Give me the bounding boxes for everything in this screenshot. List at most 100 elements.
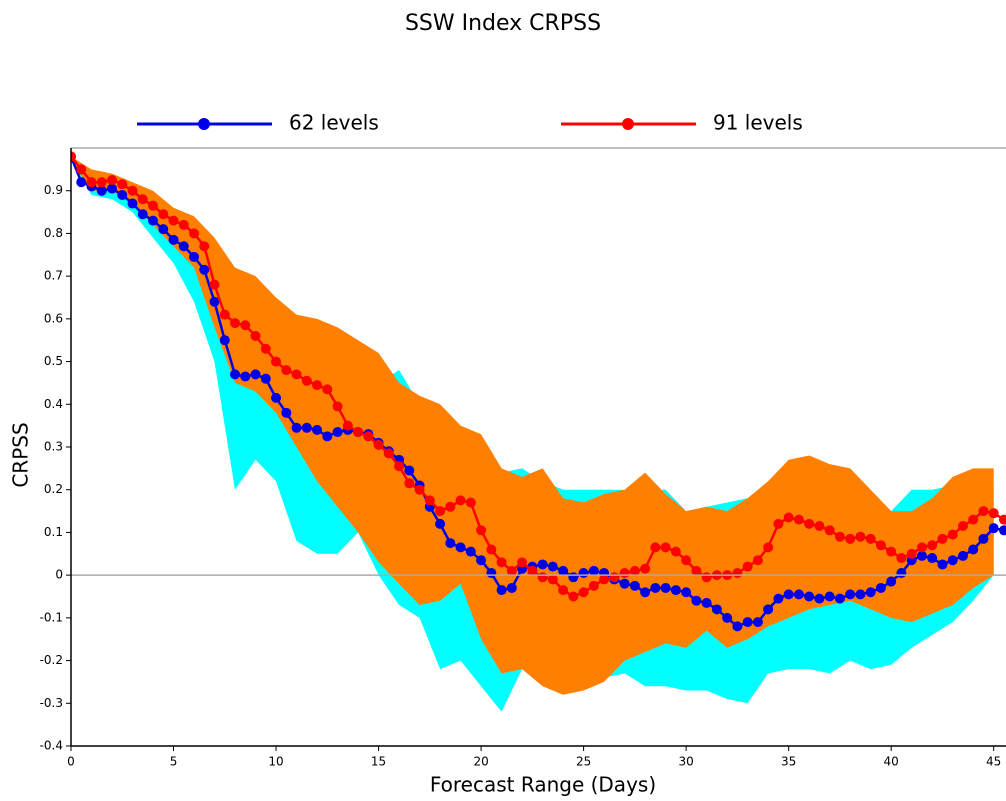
- series-marker: [517, 557, 528, 568]
- series-marker: [957, 521, 968, 532]
- x-tick-label: 45: [986, 755, 1001, 769]
- x-tick-label: 5: [170, 755, 178, 769]
- series-marker: [834, 593, 845, 604]
- series-marker: [875, 582, 886, 593]
- series-marker: [947, 555, 958, 566]
- series-marker: [455, 542, 466, 553]
- legend-marker: [198, 118, 210, 130]
- series-marker: [537, 572, 548, 583]
- series-marker: [209, 296, 220, 307]
- series-marker: [957, 550, 968, 561]
- series-marker: [742, 561, 753, 572]
- y-tick-label: 0.2: [44, 482, 63, 496]
- series-marker: [219, 335, 230, 346]
- series-marker: [732, 568, 743, 579]
- series-marker: [804, 518, 815, 529]
- series-marker: [814, 521, 825, 532]
- series-marker: [773, 593, 784, 604]
- series-marker: [260, 373, 271, 384]
- series-marker: [435, 506, 446, 517]
- series-marker: [547, 574, 558, 585]
- series-marker: [824, 591, 835, 602]
- series-marker: [476, 555, 487, 566]
- series-marker: [353, 427, 364, 438]
- series-marker: [189, 228, 200, 239]
- series-marker: [824, 525, 835, 536]
- series-marker: [86, 177, 97, 188]
- series-marker: [804, 591, 815, 602]
- series-marker: [640, 587, 651, 598]
- series-marker: [219, 309, 230, 320]
- series-marker: [496, 585, 507, 596]
- series-marker: [588, 580, 599, 591]
- x-axis-label: Forecast Range (Days): [430, 773, 656, 797]
- series-marker: [271, 356, 282, 367]
- y-tick-label: 0: [55, 568, 63, 582]
- series-marker: [527, 565, 538, 576]
- series-marker: [783, 589, 794, 600]
- series-marker: [752, 555, 763, 566]
- x-tick-label: 35: [781, 755, 796, 769]
- plot-area: [71, 151, 1006, 712]
- x-tick-label: 10: [268, 755, 283, 769]
- series-marker: [681, 555, 692, 566]
- series-marker: [476, 525, 487, 536]
- legend-label: 62 levels: [289, 111, 379, 135]
- series-marker: [127, 185, 138, 196]
- series-marker: [76, 164, 87, 175]
- x-tick-label: 0: [67, 755, 75, 769]
- series-marker: [240, 320, 251, 331]
- series-marker: [916, 550, 927, 561]
- series-marker: [107, 175, 118, 186]
- y-tick-label: 0.6: [44, 311, 63, 325]
- series-marker: [722, 612, 733, 623]
- series-marker: [906, 548, 917, 559]
- series-marker: [834, 531, 845, 542]
- series-marker: [506, 582, 517, 593]
- series-marker: [404, 465, 415, 476]
- series-marker: [301, 422, 312, 433]
- series-marker: [998, 514, 1006, 525]
- series-marker: [250, 330, 261, 341]
- series-marker: [640, 563, 651, 574]
- series-marker: [763, 542, 774, 553]
- series-marker: [691, 595, 702, 606]
- series-marker: [148, 215, 159, 226]
- y-axis-label: CRPSS: [9, 422, 33, 487]
- series-marker: [701, 597, 712, 608]
- series-marker: [322, 431, 333, 442]
- series-marker: [486, 544, 497, 555]
- series-marker: [988, 523, 999, 534]
- series-marker: [865, 533, 876, 544]
- legend-label: 91 levels: [713, 111, 803, 135]
- series-marker: [158, 209, 169, 220]
- y-tick-label: 0.5: [44, 354, 63, 368]
- series-marker: [670, 546, 681, 557]
- series-marker: [117, 179, 128, 190]
- series-marker: [312, 380, 323, 391]
- series-marker: [332, 401, 343, 412]
- series-marker: [158, 224, 169, 235]
- series-marker: [845, 589, 856, 600]
- series-marker: [486, 568, 497, 579]
- series-marker: [506, 565, 517, 576]
- y-tick-label: -0.4: [40, 739, 63, 753]
- series-marker: [250, 369, 261, 380]
- x-tick-label: 30: [678, 755, 693, 769]
- series-marker: [496, 557, 507, 568]
- series-marker: [568, 591, 579, 602]
- series-marker: [291, 422, 302, 433]
- series-marker: [445, 501, 456, 512]
- series-marker: [137, 209, 148, 220]
- legend-marker: [622, 118, 634, 130]
- series-marker: [168, 234, 179, 245]
- series-marker: [435, 518, 446, 529]
- series-marker: [189, 251, 200, 262]
- chart-title: SSW Index CRPSS: [405, 11, 601, 36]
- series-marker: [332, 427, 343, 438]
- series-marker: [886, 546, 897, 557]
- series-marker: [96, 177, 107, 188]
- series-marker: [886, 576, 897, 587]
- series-marker: [650, 582, 661, 593]
